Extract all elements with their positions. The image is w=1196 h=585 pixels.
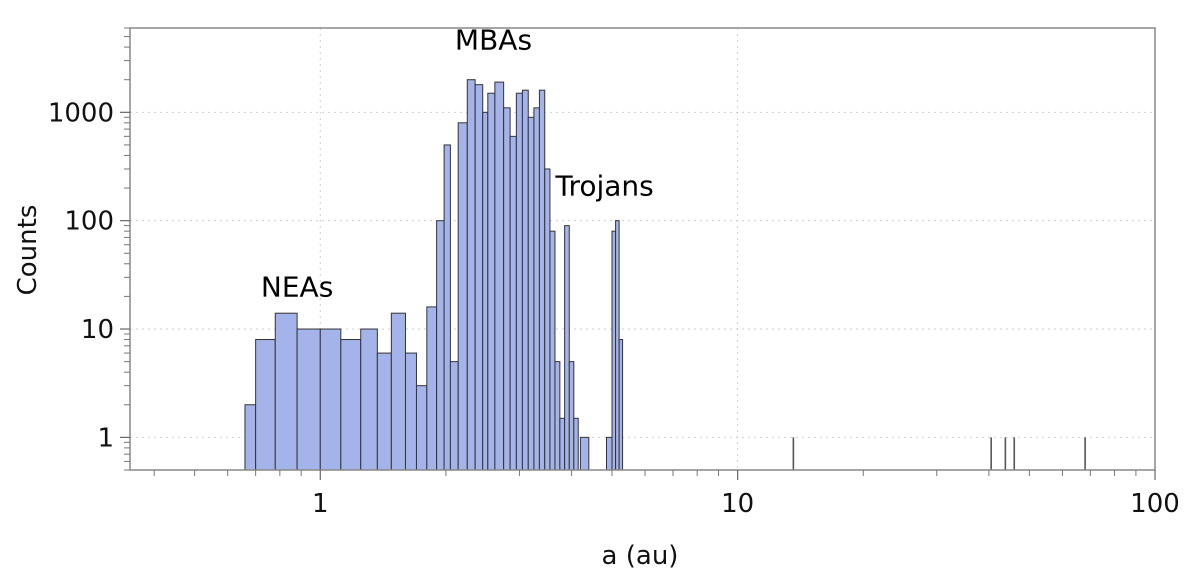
histogram-bar <box>415 385 428 471</box>
histogram-bars <box>244 79 624 471</box>
histogram-bar <box>533 107 540 471</box>
histogram-bar <box>559 417 566 471</box>
histogram-bar <box>319 328 342 471</box>
histogram-bar <box>503 107 511 471</box>
histogram-bar <box>515 92 523 471</box>
x-tick-label: 1 <box>312 489 329 519</box>
histogram-bar <box>579 436 590 471</box>
histogram-bar <box>564 225 570 471</box>
histogram-bar <box>449 361 459 471</box>
y-tick-label: 10 <box>81 315 114 345</box>
histogram-bar <box>487 92 496 471</box>
histogram-bar <box>549 230 556 471</box>
histogram-bar <box>611 230 617 471</box>
y-tick-label: 1 <box>97 423 114 453</box>
histogram-bar <box>554 361 561 471</box>
annotation-label: NEAs <box>261 270 333 303</box>
histogram-bar <box>457 122 468 471</box>
annotation-label: Trojans <box>554 170 653 203</box>
tick-labels: 1 10 100 1 10 100 1000 <box>48 98 1180 519</box>
histogram-bar <box>474 84 484 471</box>
histogram-bar <box>244 404 257 471</box>
histogram-bar <box>527 116 535 471</box>
histogram-bar <box>255 339 276 471</box>
y-axis-title: Counts <box>13 205 43 296</box>
histogram-bar <box>568 361 575 471</box>
plot-frame <box>129 27 1156 471</box>
histogram-bar <box>340 339 362 471</box>
y-tick-label: 1000 <box>48 98 114 128</box>
x-tick-label: 10 <box>721 489 754 519</box>
histogram-bar <box>376 352 392 471</box>
histogram-bar <box>521 89 529 471</box>
histogram-bar <box>573 417 579 471</box>
x-axis-title: a (au) <box>602 541 679 571</box>
y-tick-label: 100 <box>64 207 114 237</box>
histogram-bar <box>615 220 620 471</box>
histogram-bar <box>436 220 445 471</box>
histogram-bar <box>466 79 476 471</box>
histogram-bar <box>296 328 321 471</box>
single-object-lines <box>792 437 1086 470</box>
histogram-bar <box>605 436 613 471</box>
histogram-bar <box>494 81 505 471</box>
histogram-bar <box>618 339 624 471</box>
histogram-bar <box>538 89 546 471</box>
histogram-bar <box>390 312 406 471</box>
histogram-bar <box>544 168 551 471</box>
axis-ticks <box>120 27 1156 480</box>
histogram-bar <box>360 328 378 471</box>
histogram-bar <box>274 312 298 471</box>
x-tick-label: 100 <box>1130 489 1180 519</box>
histogram-bar <box>443 144 451 471</box>
histogram-bar <box>426 306 438 471</box>
histogram-bar <box>404 352 417 471</box>
histogram-bar <box>509 135 517 471</box>
annotations: NEAs MBAs Trojans <box>261 23 654 303</box>
histogram-bar <box>482 111 489 471</box>
annotation-label: MBAs <box>455 23 532 56</box>
